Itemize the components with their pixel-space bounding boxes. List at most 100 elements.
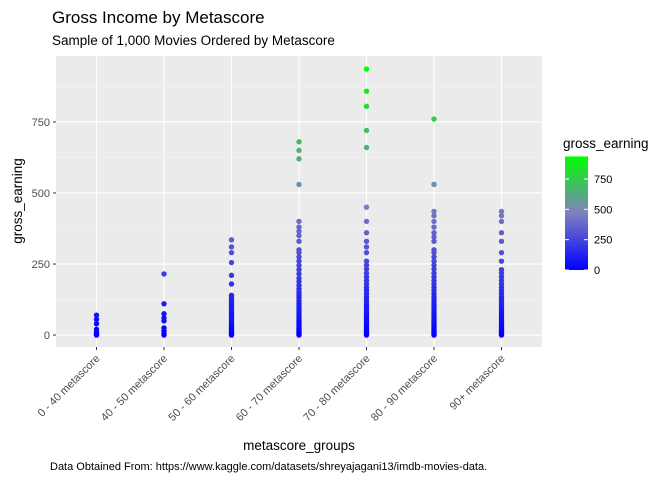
point bbox=[431, 266, 437, 272]
point bbox=[228, 237, 235, 243]
point bbox=[431, 230, 437, 236]
point bbox=[296, 238, 302, 244]
point bbox=[228, 244, 235, 250]
point bbox=[363, 127, 370, 134]
point bbox=[431, 247, 437, 253]
x-tick-label: 80 - 90 metascore bbox=[369, 353, 440, 424]
point bbox=[296, 181, 302, 188]
point bbox=[296, 228, 302, 235]
x-tick-label: 70 - 80 metascore bbox=[301, 353, 372, 424]
x-tick-label: 0 - 40 metascore bbox=[36, 353, 103, 420]
y-tick-label: 500 bbox=[32, 188, 50, 200]
point bbox=[498, 277, 505, 284]
point bbox=[296, 232, 302, 239]
legend-tick-label: 500 bbox=[594, 204, 612, 216]
point bbox=[296, 282, 302, 289]
point bbox=[363, 144, 370, 151]
point bbox=[363, 277, 370, 284]
point bbox=[498, 258, 505, 264]
point bbox=[431, 254, 437, 260]
point bbox=[296, 267, 302, 273]
point bbox=[93, 326, 100, 333]
point bbox=[363, 262, 370, 268]
point bbox=[431, 238, 437, 244]
x-tick-label: 90+ metascore bbox=[447, 353, 507, 413]
point bbox=[363, 266, 370, 272]
point bbox=[363, 66, 370, 72]
chart-title: Gross Income by Metascore bbox=[52, 8, 265, 27]
point bbox=[228, 249, 235, 256]
point bbox=[161, 301, 167, 307]
point bbox=[296, 254, 302, 260]
point bbox=[498, 238, 505, 244]
point bbox=[363, 218, 370, 225]
point bbox=[296, 156, 302, 162]
point bbox=[498, 249, 505, 256]
point bbox=[363, 204, 370, 210]
point bbox=[228, 292, 235, 298]
legend-title: gross_earning bbox=[563, 136, 649, 151]
legend-tick-label: 750 bbox=[594, 174, 612, 186]
point bbox=[296, 224, 302, 230]
point bbox=[498, 213, 505, 219]
point bbox=[498, 218, 505, 225]
point bbox=[296, 147, 302, 154]
point bbox=[498, 208, 505, 215]
point bbox=[498, 274, 505, 280]
point bbox=[363, 244, 370, 250]
legend-tick-label: 0 bbox=[594, 265, 600, 277]
point bbox=[363, 88, 370, 94]
y-tick-label: 0 bbox=[44, 330, 50, 342]
point bbox=[431, 274, 437, 280]
point bbox=[93, 312, 100, 318]
point bbox=[161, 271, 167, 277]
point bbox=[228, 259, 235, 266]
point bbox=[296, 275, 302, 281]
y-axis-label: gross_earning bbox=[10, 158, 25, 244]
point bbox=[161, 311, 167, 317]
point bbox=[296, 271, 302, 277]
point bbox=[296, 258, 302, 264]
point bbox=[431, 234, 437, 240]
point bbox=[431, 218, 437, 225]
y-tick-label: 750 bbox=[32, 117, 50, 129]
y-tick-label: 250 bbox=[32, 259, 50, 271]
point bbox=[93, 316, 100, 323]
point bbox=[228, 272, 235, 279]
point bbox=[363, 270, 370, 276]
chart-subtitle: Sample of 1,000 Movies Ordered by Metasc… bbox=[52, 33, 335, 48]
point bbox=[431, 262, 437, 268]
x-axis-label: metascore_groups bbox=[243, 438, 355, 453]
point bbox=[161, 325, 167, 331]
point bbox=[363, 258, 370, 264]
point bbox=[93, 320, 100, 327]
point bbox=[431, 258, 437, 264]
point bbox=[296, 262, 302, 269]
point bbox=[431, 213, 437, 219]
point bbox=[431, 270, 437, 276]
point bbox=[363, 238, 370, 244]
point bbox=[431, 208, 437, 215]
point bbox=[296, 218, 302, 225]
point bbox=[296, 247, 302, 253]
caption: Data Obtained From: https://www.kaggle.c… bbox=[50, 461, 487, 473]
point bbox=[431, 116, 437, 122]
point bbox=[363, 249, 370, 256]
x-tick-label: 40 - 50 metascore bbox=[99, 353, 170, 424]
point bbox=[498, 267, 505, 273]
point bbox=[431, 181, 437, 188]
point bbox=[363, 274, 370, 280]
point bbox=[296, 139, 302, 145]
point bbox=[498, 230, 505, 236]
legend-tick-label: 250 bbox=[594, 235, 612, 247]
x-tick-label: 50 - 60 metascore bbox=[166, 353, 237, 424]
point bbox=[431, 277, 437, 284]
colorbar bbox=[565, 156, 588, 270]
point bbox=[431, 224, 437, 230]
x-tick-label: 60 - 70 metascore bbox=[234, 353, 305, 424]
point bbox=[363, 103, 370, 109]
point bbox=[161, 315, 167, 321]
point bbox=[363, 230, 370, 236]
point bbox=[228, 281, 235, 287]
